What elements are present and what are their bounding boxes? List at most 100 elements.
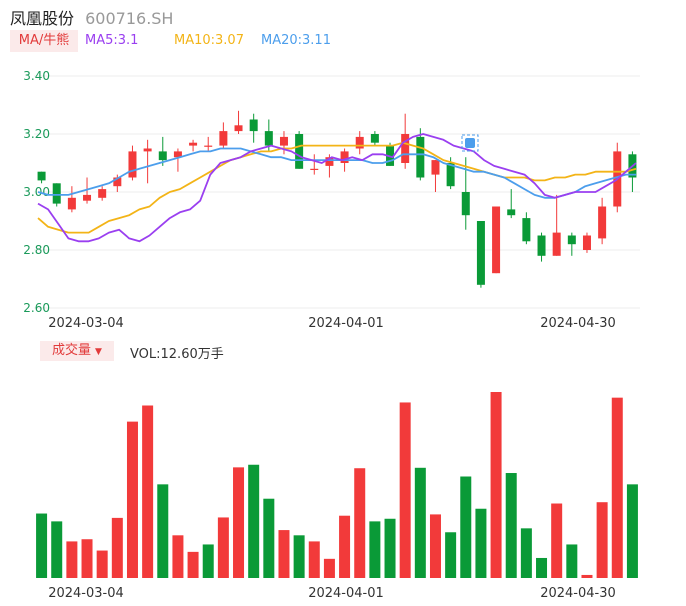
volume-bar	[323, 558, 335, 578]
y-tick-label: 2.60	[23, 301, 50, 315]
volume-bars	[36, 392, 638, 578]
candle-body	[522, 218, 531, 242]
candlestick-series	[37, 110, 637, 288]
candle-body	[158, 151, 167, 161]
candle-body	[355, 136, 364, 149]
volume-button-label: 成交量	[52, 343, 92, 358]
candle-body	[431, 160, 440, 175]
volume-bar	[399, 402, 411, 578]
candle-body	[325, 157, 334, 166]
volume-bar	[414, 467, 426, 578]
candle-body	[582, 235, 591, 250]
candle-body	[52, 183, 61, 204]
volume-bar	[611, 397, 623, 578]
y-tick-label: 3.00	[23, 185, 50, 199]
candle-body	[143, 148, 152, 152]
candle-body	[370, 134, 379, 143]
ma10-label: MA10:3.07	[174, 33, 244, 48]
volume-bar	[233, 467, 245, 578]
volume-bar	[263, 498, 275, 578]
candle-body	[537, 235, 546, 256]
ma5-line	[37, 133, 637, 243]
candle-body	[113, 177, 122, 187]
volume-bar	[111, 517, 123, 578]
candle-body	[295, 134, 304, 169]
x-tick-label: 2024-04-30	[540, 316, 616, 331]
volume-x-axis: 2024-03-04 2024-04-01 2024-04-30	[48, 586, 616, 601]
volume-value-label: VOL:12.60万手	[130, 347, 224, 362]
volume-bar	[460, 476, 472, 578]
volume-bar	[505, 473, 517, 578]
ma20-line	[37, 147, 636, 199]
candle-body	[446, 163, 455, 187]
candle-body	[401, 134, 410, 163]
x-tick-label: 2024-03-04	[48, 316, 124, 331]
candle-body	[416, 136, 425, 178]
volume-bar	[490, 392, 502, 578]
moving-average-lines	[37, 133, 637, 243]
candle-body	[219, 131, 228, 146]
volume-bar	[202, 544, 214, 578]
volume-bar	[278, 530, 290, 578]
candle-body	[507, 209, 516, 216]
volume-bar	[248, 464, 260, 578]
ma20-label: MA20:3.11	[261, 33, 331, 48]
volume-bar	[66, 541, 78, 578]
candle-body	[476, 221, 485, 285]
volume-indicator-button[interactable]: 成交量 ▼	[40, 341, 114, 361]
candle-body	[173, 151, 182, 158]
candle-body	[189, 142, 198, 146]
volume-bar	[445, 532, 457, 578]
volume-bar	[308, 541, 320, 578]
volume-bar	[581, 574, 593, 578]
volume-bar	[217, 517, 229, 578]
price-grid	[34, 75, 640, 309]
candle-body	[492, 206, 501, 274]
volume-bar	[339, 515, 351, 578]
volume-bar	[566, 544, 578, 578]
volume-bar	[384, 518, 396, 578]
candle-body	[83, 194, 92, 201]
event-marker-frame	[461, 134, 479, 152]
y-tick-label: 3.40	[23, 69, 50, 83]
volume-bar	[187, 551, 199, 578]
x-tick-label: 2024-04-30	[540, 586, 616, 601]
candle-body	[340, 151, 349, 163]
volume-bar	[172, 535, 184, 578]
candle-body	[128, 151, 137, 178]
volume-bar	[596, 502, 608, 578]
stock-title: 凤凰股份 600716.SH	[10, 5, 173, 29]
candle-body	[204, 145, 213, 147]
event-marker[interactable]	[461, 134, 479, 152]
ma-indicator-button[interactable]: MA/牛熊	[10, 30, 78, 52]
y-tick-label: 3.20	[23, 127, 50, 141]
volume-bar	[475, 508, 487, 578]
volume-bar	[551, 503, 563, 578]
ma10-line	[37, 141, 637, 234]
candle-body	[310, 168, 319, 170]
volume-bar	[293, 535, 305, 578]
candle-body	[234, 125, 243, 132]
volume-bar	[354, 468, 366, 578]
candle-body	[567, 235, 576, 245]
candle-body	[37, 171, 46, 181]
price-y-axis: 3.40 3.20 3.00 2.80 2.60	[23, 69, 50, 315]
volume-bar	[520, 528, 532, 578]
candle-body	[279, 136, 288, 146]
price-x-axis: 2024-03-04 2024-04-01 2024-04-30	[48, 316, 616, 331]
stock-name: 凤凰股份	[10, 9, 75, 28]
x-tick-label: 2024-04-01	[308, 316, 384, 331]
volume-bar	[126, 421, 138, 578]
ma5-label: MA5:3.1	[85, 33, 139, 48]
candle-body	[461, 192, 470, 216]
candle-body	[98, 189, 107, 198]
candle-body	[67, 197, 76, 210]
volume-bar	[36, 513, 48, 578]
volume-bar	[142, 405, 154, 578]
x-tick-label: 2024-03-04	[48, 586, 124, 601]
event-marker-icon	[465, 138, 475, 148]
stock-code: 600716.SH	[85, 9, 174, 28]
candle-body	[249, 119, 258, 132]
volume-bar	[157, 484, 169, 578]
